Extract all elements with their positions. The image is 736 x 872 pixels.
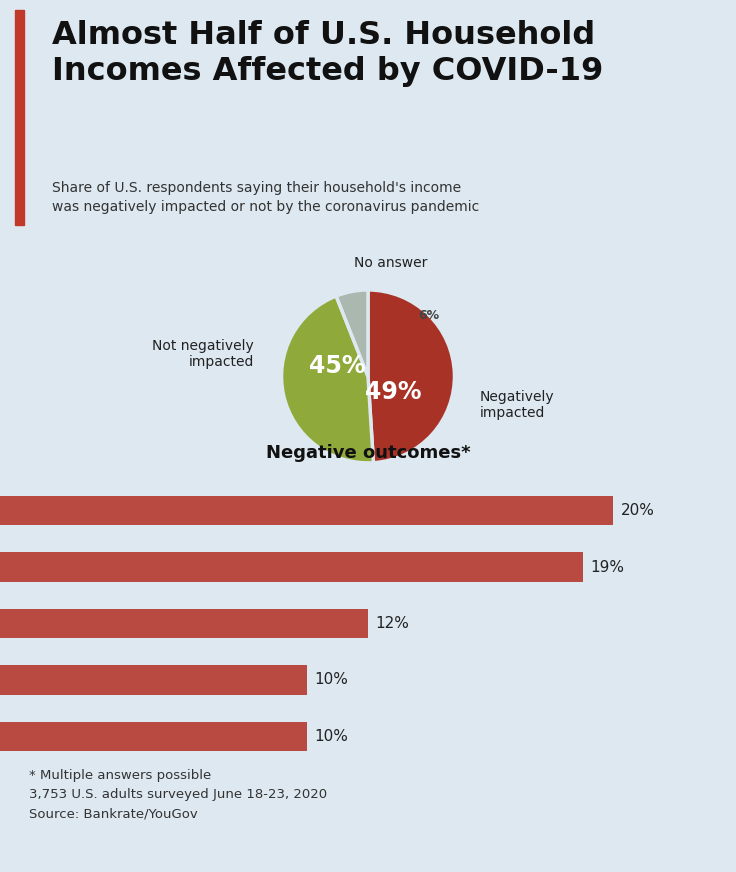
Text: No answer: No answer <box>354 255 427 269</box>
Wedge shape <box>336 290 368 377</box>
Text: Almost Half of U.S. Household
Incomes Affected by COVID-19: Almost Half of U.S. Household Incomes Af… <box>52 19 603 87</box>
Text: * Multiple answers possible
3,753 U.S. adults surveyed June 18-23, 2020
Source: : * Multiple answers possible 3,753 U.S. a… <box>29 769 328 821</box>
Text: 45%: 45% <box>309 354 366 378</box>
Text: 12%: 12% <box>375 616 409 631</box>
Text: Negative outcomes*: Negative outcomes* <box>266 445 470 462</box>
Text: Negatively
impacted: Negatively impacted <box>480 390 554 420</box>
Bar <box>0 609 368 638</box>
Wedge shape <box>282 296 373 463</box>
Text: Share of U.S. respondents saying their household's income
was negatively impacte: Share of U.S. respondents saying their h… <box>52 181 479 214</box>
Text: 10%: 10% <box>314 729 348 744</box>
Bar <box>0 496 613 525</box>
Text: 10%: 10% <box>314 672 348 687</box>
Bar <box>15 10 24 225</box>
Bar <box>0 552 583 582</box>
Wedge shape <box>368 290 454 463</box>
Text: 6%: 6% <box>419 309 439 322</box>
Bar <box>0 722 307 751</box>
Text: 19%: 19% <box>590 560 624 575</box>
Text: 20%: 20% <box>621 503 655 518</box>
Text: 49%: 49% <box>365 379 422 404</box>
Text: Not negatively
impacted: Not negatively impacted <box>152 339 254 369</box>
Bar <box>0 665 307 695</box>
